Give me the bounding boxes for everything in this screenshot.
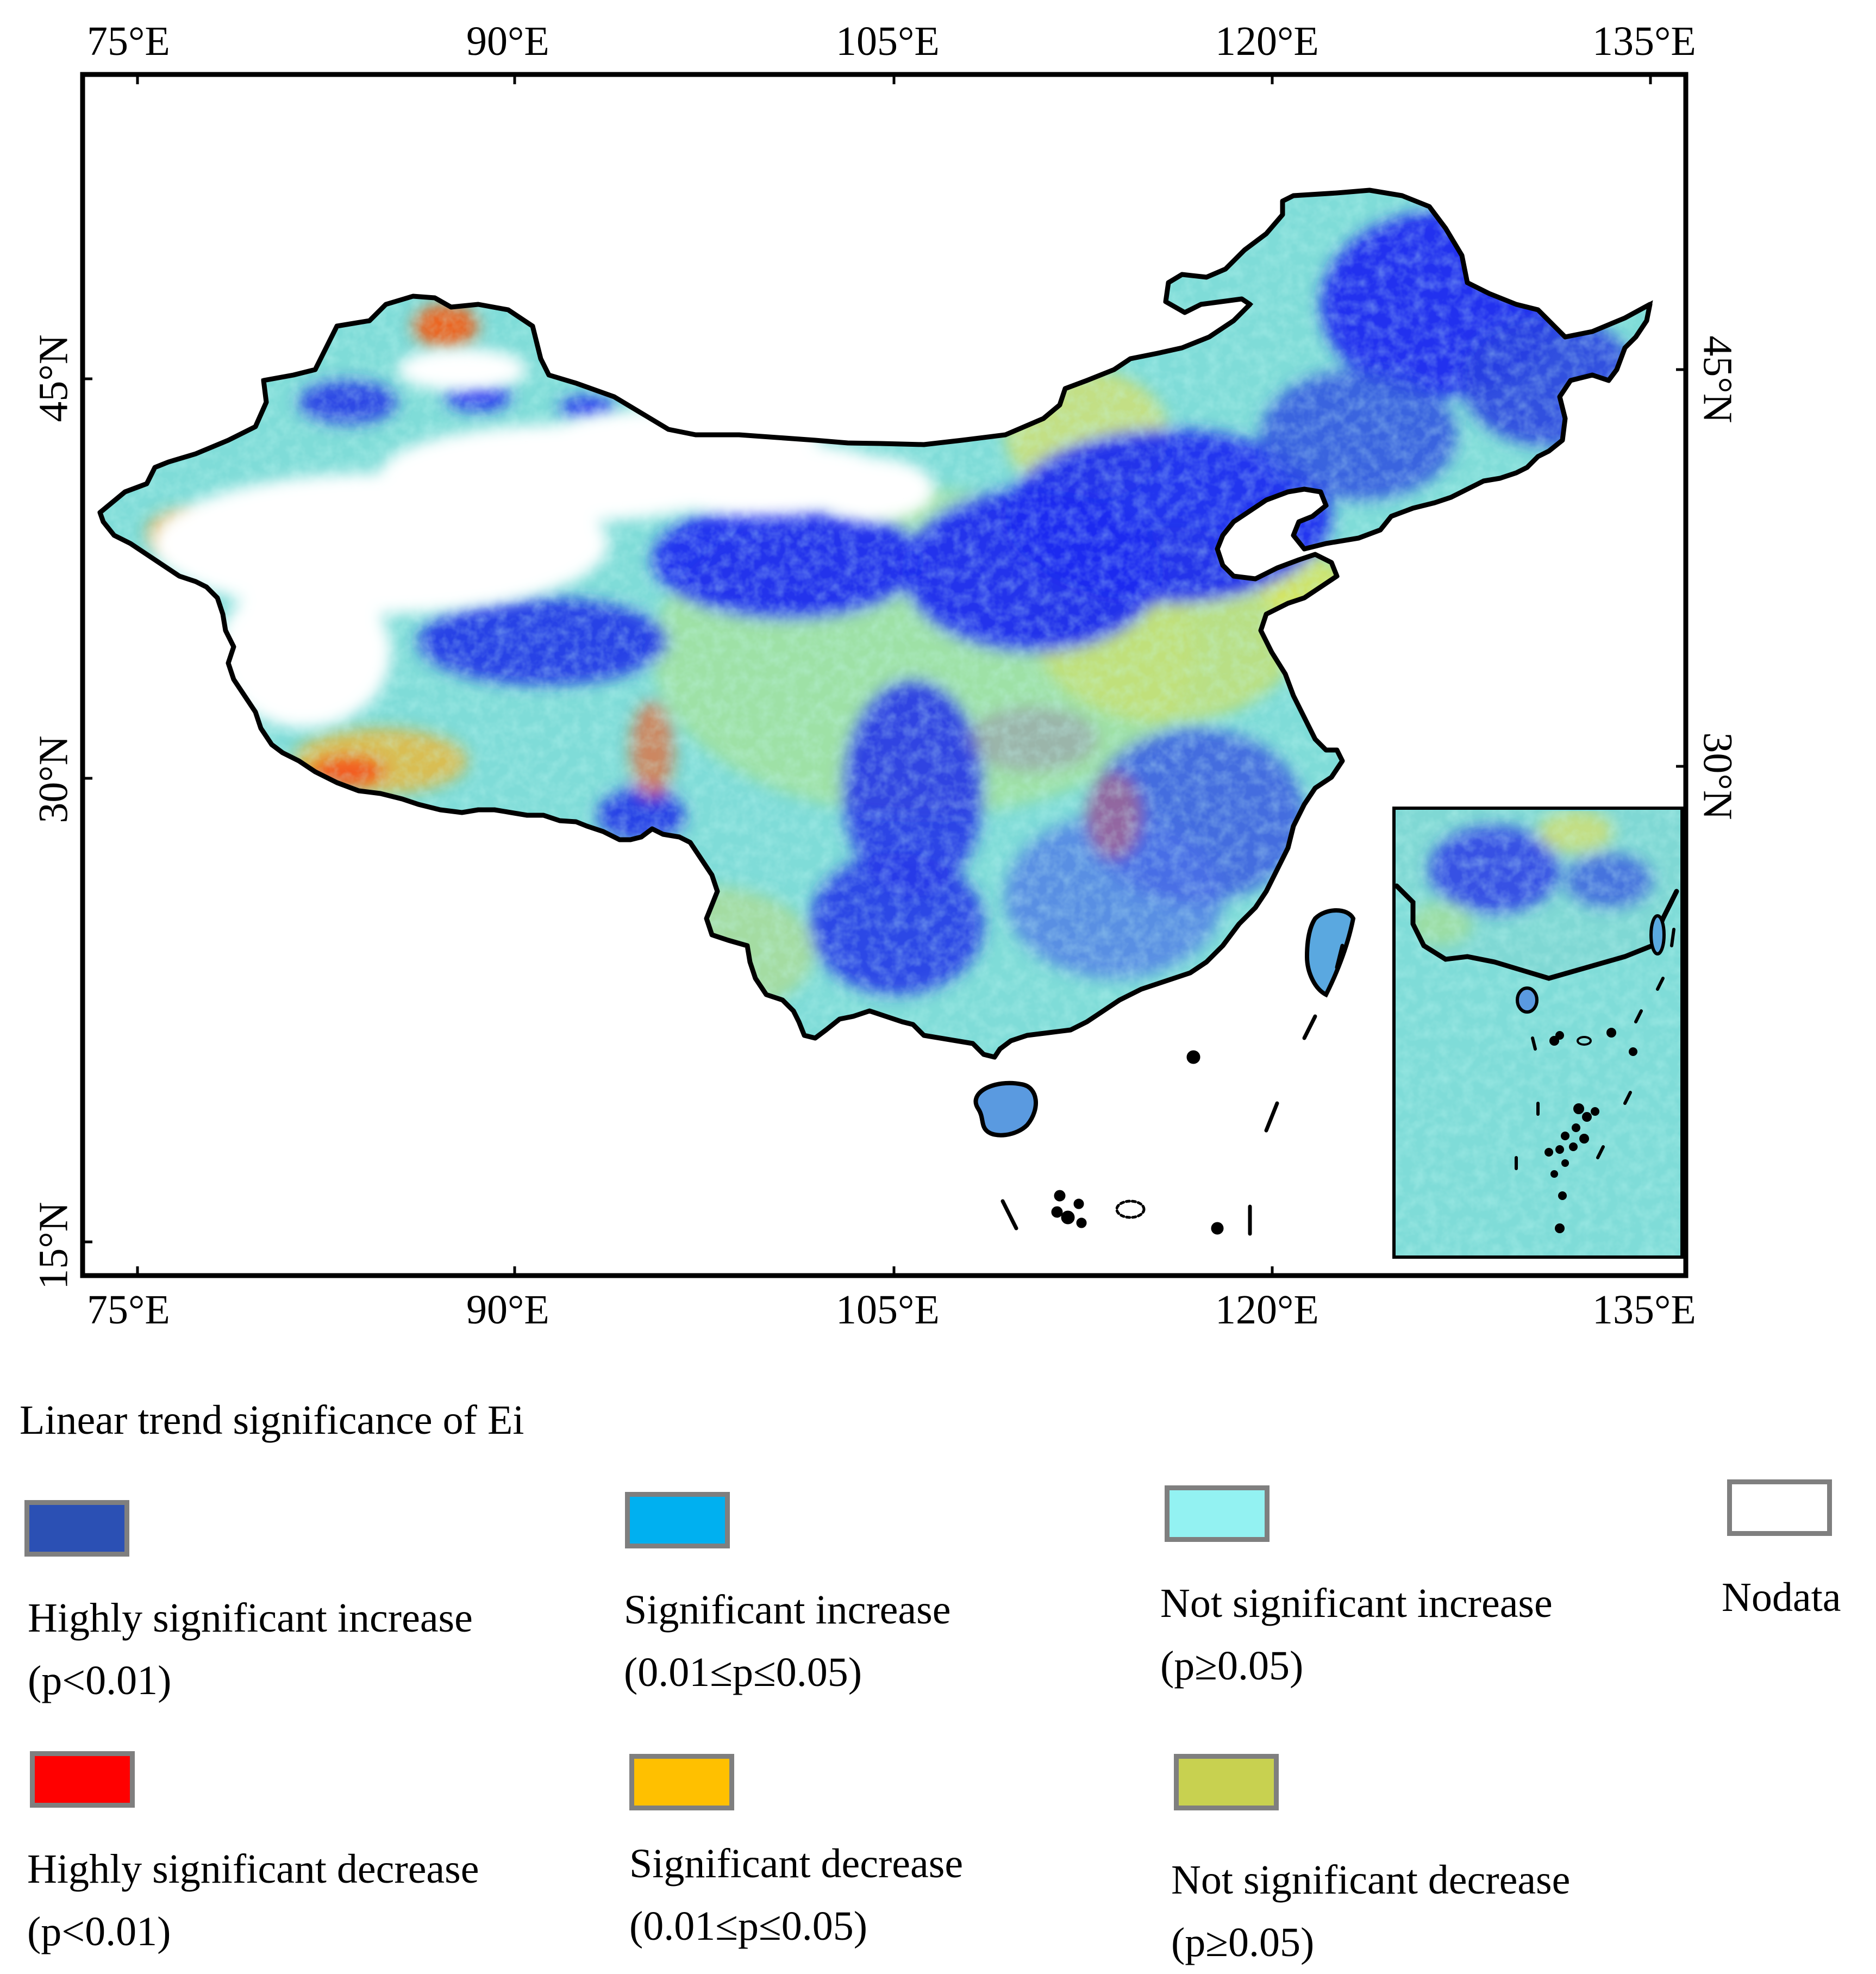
legend-label: Significant decrease (0.01≤p≤0.05) xyxy=(629,1833,963,1958)
legend-swatch-sig-decrease xyxy=(629,1754,734,1810)
legend-swatch-sig-increase xyxy=(625,1492,730,1548)
x-tick-bottom-135: 135°E xyxy=(1592,1287,1696,1333)
x-tick-bottom-120: 120°E xyxy=(1215,1287,1319,1333)
legend-swatch-highly-sig-increase xyxy=(24,1500,129,1557)
legend-range: (p≥0.05) xyxy=(1171,1920,1315,1965)
legend-label: Highly significant decrease (p<0.01) xyxy=(27,1838,479,1963)
legend-range: (p<0.01) xyxy=(28,1658,172,1703)
legend-swatch-not-sig-increase xyxy=(1165,1485,1270,1542)
legend-range: (0.01≤p≤0.05) xyxy=(629,1903,868,1949)
x-tick-bottom-105: 105°E xyxy=(836,1287,940,1333)
china-trend-map xyxy=(80,72,1689,1278)
legend-swatch-highly-sig-decrease xyxy=(30,1751,135,1808)
legend-title: Linear trend significance of Ei xyxy=(20,1397,524,1443)
tick-marks xyxy=(83,74,1686,1276)
taiwan-island xyxy=(1304,908,1356,998)
south-sea-islands xyxy=(1000,944,1345,1236)
legend-label: Highly significant increase (p<0.01) xyxy=(28,1587,473,1712)
legend-label: Significant increase (0.01≤p≤0.05) xyxy=(624,1579,950,1704)
x-tick-top-135: 135°E xyxy=(1592,18,1696,64)
legend-swatch-not-sig-decrease xyxy=(1174,1754,1279,1810)
legend-label: Not significant increase (p≥0.05) xyxy=(1160,1572,1553,1697)
legend-range: (p≥0.05) xyxy=(1160,1643,1304,1689)
x-tick-top-105: 105°E xyxy=(836,18,940,64)
legend-range: (0.01≤p≤0.05) xyxy=(624,1650,862,1695)
x-tick-top-75: 75°E xyxy=(87,18,170,64)
inset-frame xyxy=(1392,807,1684,1259)
legend-swatch-nodata xyxy=(1727,1479,1832,1536)
legend-range: (p<0.01) xyxy=(27,1909,171,1954)
legend-label: Not significant decrease (p≥0.05) xyxy=(1171,1849,1570,1974)
legend-label: Nodata xyxy=(1722,1575,1841,1620)
x-tick-top-120: 120°E xyxy=(1215,18,1319,64)
x-tick-top-90: 90°E xyxy=(466,18,549,64)
inset-raster xyxy=(1397,811,1679,978)
x-tick-bottom-90: 90°E xyxy=(466,1287,549,1333)
inset-islands xyxy=(1394,883,1679,1233)
hainan-island xyxy=(973,1080,1038,1138)
x-tick-bottom-75: 75°E xyxy=(87,1287,170,1333)
